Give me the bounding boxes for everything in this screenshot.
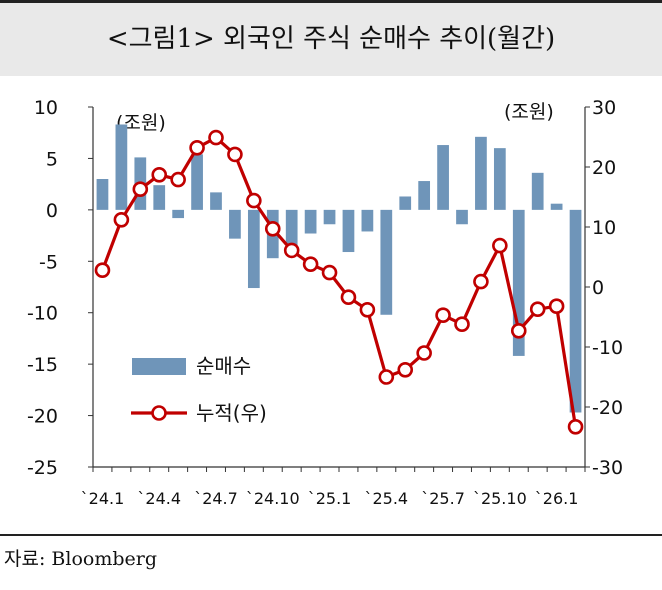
- bar: [380, 209, 393, 315]
- left-tick-label: -25: [27, 457, 58, 479]
- bar: [153, 185, 166, 210]
- line-point: [340, 289, 357, 305]
- left-tick-label: 5: [46, 148, 58, 170]
- legend-bar-label: 순매수: [196, 354, 251, 378]
- line-point: [378, 369, 395, 385]
- right-tick-label: 0: [592, 277, 604, 299]
- left-tick-label: 0: [46, 200, 58, 222]
- left-tick-label: -10: [27, 303, 58, 325]
- bar: [550, 203, 563, 210]
- bar: [285, 209, 298, 247]
- line-point: [189, 140, 205, 156]
- bar: [475, 136, 487, 210]
- line-point: [151, 167, 168, 183]
- legend-line-label: 누적(우): [196, 401, 267, 425]
- bar: [304, 209, 317, 234]
- left-tick-label: -15: [27, 354, 58, 376]
- line-point: [170, 171, 186, 188]
- legend-line-marker: [151, 405, 167, 421]
- x-tick-label: `24.10: [246, 489, 300, 508]
- line-point: [492, 237, 508, 254]
- bar: [191, 154, 203, 210]
- chart-title: <그림1> 외국인 주식 순매수 추이(월간): [106, 24, 556, 54]
- x-tick-label: `25.4: [364, 489, 408, 508]
- legend-bar-swatch: [132, 358, 186, 375]
- bar: [493, 148, 506, 210]
- left-tick-label: -5: [39, 251, 58, 273]
- x-tick-label: `25.1: [308, 489, 352, 508]
- x-tick-label: `25.7: [421, 489, 465, 508]
- line-point: [246, 192, 262, 209]
- bar: [456, 209, 468, 225]
- bar: [531, 172, 544, 210]
- bar: [437, 145, 449, 210]
- bar: [210, 192, 222, 210]
- line-point: [510, 323, 527, 339]
- x-tick-label: `24.1: [81, 489, 125, 508]
- bar: [96, 179, 109, 210]
- line-point: [283, 242, 300, 259]
- line-point: [94, 262, 111, 278]
- left-tick-label: 10: [34, 97, 58, 119]
- line-point: [416, 345, 432, 361]
- line-point: [548, 298, 565, 314]
- line-point: [302, 256, 319, 272]
- x-tick-label: `24.7: [194, 489, 238, 508]
- right-tick-label: -20: [592, 397, 623, 419]
- line-point: [208, 129, 224, 146]
- bar: [418, 181, 431, 210]
- line-point: [359, 302, 376, 318]
- line-point: [113, 212, 130, 228]
- line-point: [132, 181, 149, 197]
- right-tick-label: 10: [592, 217, 616, 239]
- left-axis-unit: (조원): [116, 112, 166, 134]
- line-point: [473, 273, 489, 290]
- bar: [342, 209, 355, 253]
- source-note: 자료: Bloomberg: [4, 548, 157, 570]
- bar: [323, 209, 336, 225]
- bar: [247, 209, 260, 289]
- x-tick-label: `26.1: [535, 489, 579, 508]
- right-tick-label: -10: [592, 337, 623, 359]
- bar: [115, 124, 128, 210]
- chart: 10 5 0 -5 -10 -15 -20 -25 30 20 10 0 -10 -20 -30 `24.1 `…: [27, 97, 623, 508]
- line-point: [529, 301, 546, 317]
- right-tick-label: 30: [592, 97, 616, 119]
- right-axis-unit: (조원): [504, 101, 554, 123]
- line-point: [321, 264, 338, 281]
- line-point: [435, 307, 451, 323]
- bar: [512, 209, 525, 356]
- left-tick-label: -20: [27, 406, 58, 428]
- line-point: [567, 418, 584, 435]
- bar: [172, 209, 185, 219]
- title-band: <그림1> 외국인 주식 순매수 추이(월간): [0, 0, 662, 76]
- bar: [361, 209, 374, 232]
- right-tick-label: 20: [592, 157, 616, 179]
- line-point: [397, 361, 414, 378]
- bar: [399, 196, 412, 210]
- x-tick-label: `25.10: [473, 489, 527, 508]
- line-point: [227, 146, 243, 163]
- right-tick-label: -30: [592, 457, 623, 479]
- x-tick-label: `24.4: [137, 489, 181, 508]
- line-point: [264, 221, 281, 237]
- line-point: [454, 316, 470, 332]
- bar: [229, 209, 241, 239]
- bottom-rule: [0, 534, 662, 536]
- bar: [569, 209, 582, 413]
